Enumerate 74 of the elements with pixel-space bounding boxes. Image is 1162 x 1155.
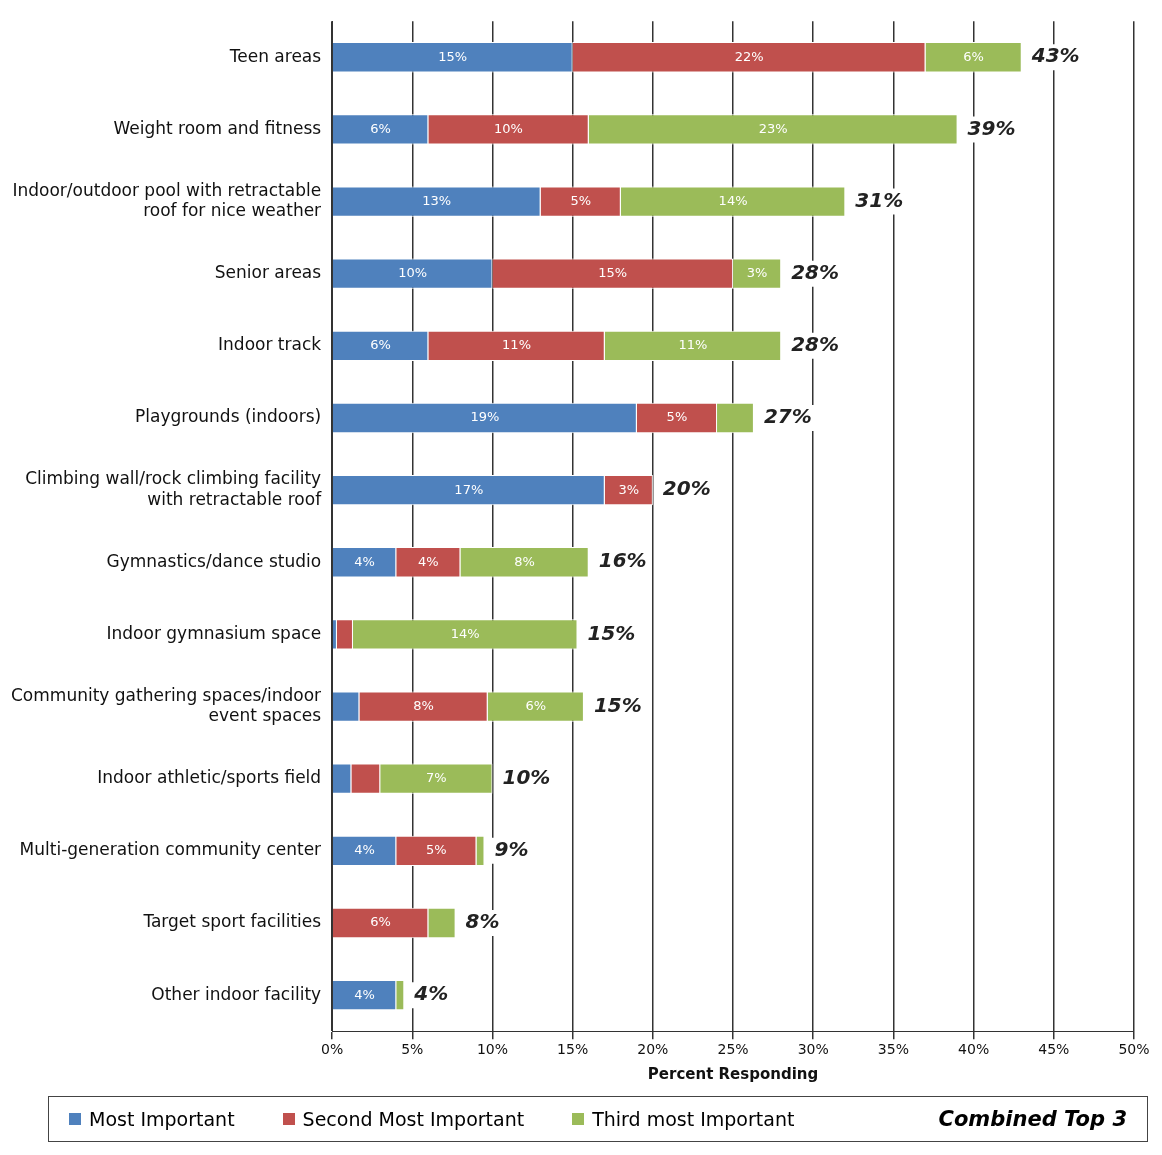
data-label: 5% xyxy=(426,842,447,858)
total-label: 16% xyxy=(598,548,647,573)
total-label: 15% xyxy=(587,620,636,645)
x-axis-title: Percent Responding xyxy=(647,1064,819,1083)
x-tick-label: 25% xyxy=(717,1041,749,1058)
data-label: 23% xyxy=(758,120,788,136)
x-tick-label: 50% xyxy=(1118,1041,1150,1058)
total-label: 10% xyxy=(502,764,551,789)
y-tick-label: Other indoor facility xyxy=(151,983,322,1004)
y-tick-label: Weight room and fitness xyxy=(113,117,322,138)
data-label: 8% xyxy=(413,697,434,713)
data-label: 8% xyxy=(514,553,535,569)
data-label: 10% xyxy=(398,265,428,281)
data-label: 6% xyxy=(370,120,391,136)
x-tick-label: 15% xyxy=(557,1041,589,1058)
data-label: 22% xyxy=(734,48,764,64)
data-label: 19% xyxy=(470,409,500,425)
data-label: 5% xyxy=(570,192,592,208)
total-label: 4% xyxy=(413,981,449,1006)
total-label: 31% xyxy=(855,187,904,212)
text: Combined Top 3 xyxy=(938,1107,1127,1131)
data-label: 4% xyxy=(418,553,439,569)
data-label: 4% xyxy=(354,986,375,1002)
data-label: 5% xyxy=(666,409,688,425)
data-label: 15% xyxy=(598,265,628,281)
y-tick-label: Teen areas xyxy=(228,45,322,66)
total-label: 28% xyxy=(791,259,840,284)
y-tick-label: Playgrounds (indoors) xyxy=(135,406,322,427)
y-tick-label: Target sport facilities xyxy=(142,911,322,932)
data-label: 4% xyxy=(354,842,375,858)
x-tick-label: 30% xyxy=(797,1041,829,1058)
data-label: 6% xyxy=(963,48,984,64)
data-label: 6% xyxy=(525,697,547,713)
x-tick-label: 0% xyxy=(321,1041,344,1058)
data-label: 14% xyxy=(718,192,748,208)
total-label: 28% xyxy=(791,332,840,357)
x-tick-label: 10% xyxy=(476,1041,509,1058)
x-tick-label: 5% xyxy=(401,1041,424,1058)
total-label: 43% xyxy=(1030,43,1080,68)
data-label: 13% xyxy=(422,192,452,208)
data-label: 3% xyxy=(746,265,768,281)
data-label: 14% xyxy=(450,625,480,641)
x-tick-label: 35% xyxy=(877,1041,909,1058)
data-label: 6% xyxy=(370,914,391,930)
x-tick-label: 45% xyxy=(1038,1041,1070,1058)
y-tick-label: Senior areas xyxy=(214,262,322,283)
data-label: 15% xyxy=(438,48,468,64)
total-label: 27% xyxy=(763,404,812,429)
data-label: 11% xyxy=(678,337,708,353)
x-tick-label: 40% xyxy=(958,1041,990,1058)
data-label: 17% xyxy=(454,481,484,497)
total-label: 9% xyxy=(494,837,529,862)
data-label: 10% xyxy=(494,120,523,136)
y-tick-label: Indoor/outdoor pool with retractable roof for nice weather xyxy=(12,179,322,221)
data-label: 4% xyxy=(354,553,375,569)
y-tick-label: Multi-generation community center xyxy=(19,839,322,860)
data-label: 3% xyxy=(618,481,640,497)
legend-label: Most Important xyxy=(89,1108,235,1130)
y-tick-label: Gymnastics/dance studio xyxy=(106,550,322,571)
data-label: 6% xyxy=(370,337,391,353)
x-tick-label: 20% xyxy=(637,1041,669,1058)
y-tick-label: Indoor athletic/sports field xyxy=(97,767,322,788)
y-tick-label: Indoor gymnasium space xyxy=(106,622,322,643)
y-tick-label: Community gathering spaces/indoor event spaces xyxy=(10,684,322,726)
total-label: 39% xyxy=(967,115,1016,140)
legend-label: Second Most Important xyxy=(302,1108,525,1130)
total-label: 20% xyxy=(662,476,711,501)
total-label: 8% xyxy=(465,909,500,934)
legend-label: Third most Important xyxy=(592,1108,795,1130)
y-tick-label: Indoor track xyxy=(218,334,322,355)
data-label: 7% xyxy=(426,770,447,786)
total-label: 15% xyxy=(593,692,642,717)
data-label: 11% xyxy=(502,337,531,353)
y-tick-label: Climbing wall/rock climbing facility with retractable roof xyxy=(25,468,323,509)
